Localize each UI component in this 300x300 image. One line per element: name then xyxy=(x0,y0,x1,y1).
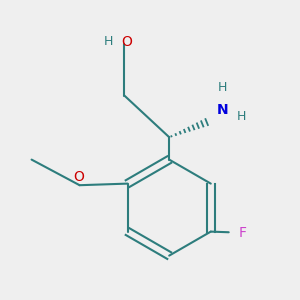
Text: O: O xyxy=(74,170,84,184)
Text: F: F xyxy=(238,226,246,240)
Text: H: H xyxy=(103,35,113,48)
Text: H: H xyxy=(218,81,227,94)
Text: O: O xyxy=(122,35,132,49)
Text: H: H xyxy=(237,110,246,123)
Text: N: N xyxy=(217,103,228,117)
